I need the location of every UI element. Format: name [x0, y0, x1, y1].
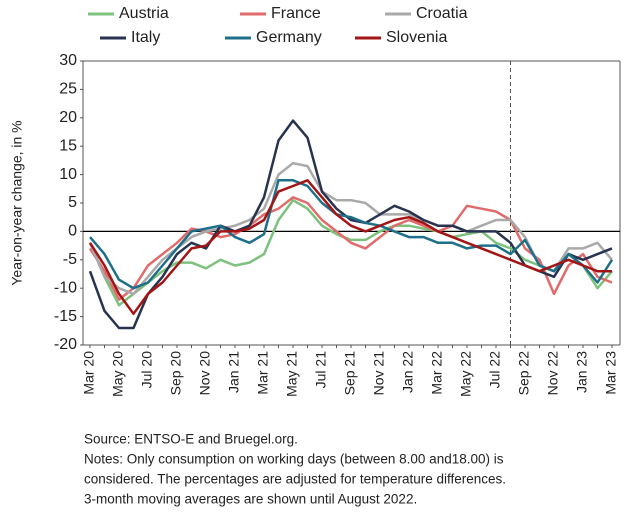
y-tick-label: 10: [59, 166, 77, 183]
source: Source: ENTSO-E and Bruegel.org.: [84, 432, 298, 447]
x-tick-label: Sep 20: [168, 351, 184, 396]
y-tick-label: -15: [54, 308, 77, 325]
x-tick-label: Mar 20: [81, 351, 97, 395]
x-tick-label: Sep 22: [516, 351, 532, 396]
x-tick-label: Mar 22: [429, 351, 445, 395]
x-tick-label: May 21: [284, 351, 300, 397]
x-tick-label: Mar 21: [255, 351, 271, 395]
note-line: considered. The percentages are adjusted…: [84, 472, 506, 487]
y-tick-label: 5: [68, 194, 77, 211]
y-axis-label: Year-on-year change, in %: [9, 120, 25, 285]
y-tick-label: -5: [63, 251, 77, 268]
x-tick-label: Jan 23: [574, 351, 590, 393]
x-tick-label: Sep 21: [342, 351, 358, 396]
x-tick-label: Nov 20: [197, 351, 213, 396]
x-tick-label: May 20: [110, 351, 126, 397]
legend-label: France: [271, 5, 321, 22]
legend-label: Slovenia: [386, 29, 447, 46]
x-tick-label: Jan 21: [226, 351, 242, 393]
x-tick-label: May 22: [458, 351, 474, 397]
y-tick-label: 30: [59, 52, 77, 69]
series-line: [88, 179, 612, 316]
y-tick-label: 0: [68, 223, 77, 240]
y-tick-label: 15: [59, 137, 77, 154]
x-tick-label: Jul 20: [139, 351, 155, 389]
legend-label: Croatia: [416, 5, 468, 22]
series-line: [88, 198, 613, 307]
x-tick-label: Jul 21: [313, 351, 329, 389]
y-tick-label: 20: [59, 109, 77, 126]
note-line: 3-month moving averages are shown until …: [84, 492, 417, 507]
note-line: Notes: Only consumption on working days …: [84, 452, 504, 467]
x-tick-label: Mar 23: [603, 351, 619, 395]
legend-label: Italy: [131, 29, 160, 46]
legend-label: Austria: [119, 5, 169, 22]
y-tick-label: 25: [59, 81, 77, 98]
legend-label: Germany: [256, 29, 322, 46]
x-tick-label: Nov 21: [371, 351, 387, 396]
y-tick-label: -20: [54, 336, 77, 353]
x-tick-label: Jul 22: [487, 351, 503, 389]
y-tick-label: -10: [54, 279, 77, 296]
x-tick-label: Nov 22: [545, 351, 561, 396]
x-tick-label: Jan 22: [400, 351, 416, 393]
series-line: [88, 196, 613, 301]
series-line: [89, 179, 614, 290]
